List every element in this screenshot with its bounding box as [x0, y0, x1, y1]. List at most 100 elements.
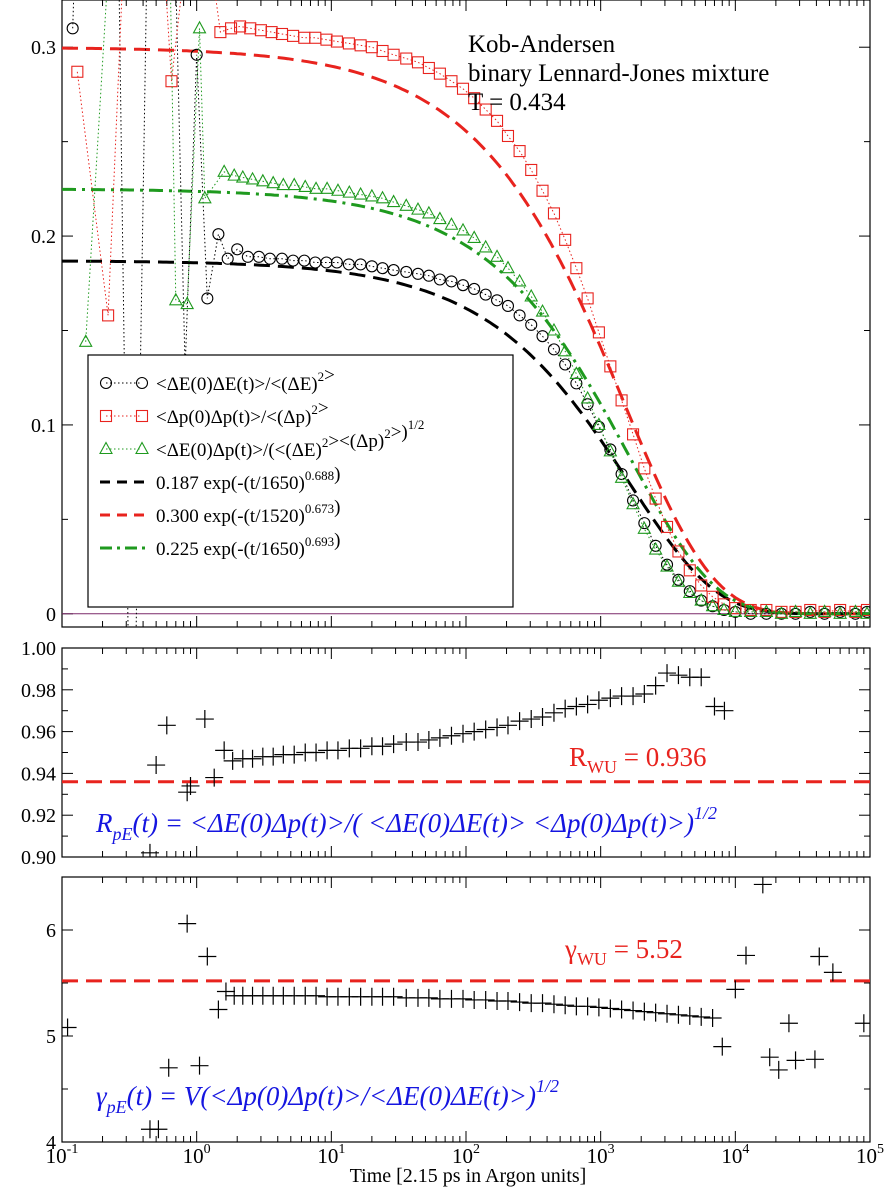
series-0-point [456, 279, 470, 292]
mid-data-point [646, 676, 665, 695]
mid-y-tick-label: 1.00 [21, 638, 56, 660]
series-0-point [638, 517, 651, 530]
bot-data-point [769, 1060, 788, 1079]
series-2-point [217, 164, 232, 177]
legend-label-4: 0.300 exp(-(t/1520)0.673) [156, 497, 340, 527]
series-2-point [386, 194, 401, 208]
series-2-point [456, 222, 470, 236]
x-tick-label: 102 [452, 1142, 480, 1168]
series-1-point [411, 56, 425, 69]
series-1-point [456, 82, 470, 95]
mid-data-point [373, 737, 392, 756]
series-2-point [399, 198, 414, 211]
series-1-point [860, 603, 870, 617]
mid-data-point [635, 684, 654, 703]
mid-data-point [384, 735, 403, 754]
mid-data-point [243, 749, 262, 768]
bot-data-point [149, 1120, 168, 1139]
series-2-point [728, 604, 743, 617]
legend-marker [99, 409, 113, 423]
series-2-point [717, 602, 731, 616]
series-1-point [615, 394, 628, 407]
series-2-point [660, 558, 674, 572]
mid-data-point [476, 720, 495, 739]
mid-data-point [578, 695, 597, 714]
series-0-point [479, 288, 492, 301]
mid-y-tick-label: 0.94 [21, 763, 56, 785]
series-0-point [627, 494, 640, 507]
bot-data-point [726, 980, 745, 999]
mid-data-point [522, 710, 541, 729]
top-y-tick-label: 0.2 [31, 226, 56, 248]
mid-data-point [692, 668, 711, 687]
bot-data-point [760, 1048, 779, 1067]
series-2-point [266, 175, 281, 189]
mid-data-point [658, 664, 677, 683]
mid-data-point [454, 724, 472, 743]
bot-data-point [159, 1058, 178, 1077]
bot-data-point [601, 999, 620, 1018]
top-y-tick-label: 0.3 [31, 37, 56, 59]
series-2-point [411, 201, 425, 215]
series-2-point [197, 190, 212, 204]
series-2-point [614, 470, 629, 483]
series-0-point [615, 467, 628, 481]
series-2-point [180, 296, 195, 310]
series-2-point [78, 334, 93, 347]
series-2-point [227, 167, 242, 181]
series-2-point [235, 169, 250, 183]
series-2-point [342, 184, 357, 198]
series-1-point [672, 545, 685, 558]
bot-data-point [198, 947, 217, 966]
mid-data-point [430, 728, 449, 747]
series-2-point [817, 604, 832, 617]
series-0-point [354, 258, 367, 271]
series-1-point [592, 326, 605, 339]
mid-data-point [195, 710, 214, 729]
series-1-point [501, 129, 515, 143]
x-tick-label: 100 [183, 1142, 211, 1168]
series-1-point [254, 24, 267, 37]
series-2-point [547, 322, 561, 336]
series-2-point [287, 177, 302, 191]
series-2-point [558, 343, 573, 357]
mid-plot-area [62, 664, 870, 857]
series-1-point [638, 462, 651, 475]
series-1-point [683, 564, 696, 577]
series-0-point [400, 265, 413, 279]
legend-marker [135, 409, 149, 423]
series-1-point [102, 309, 115, 322]
series-1-point [479, 103, 492, 116]
bot-data-point [753, 877, 772, 894]
fit-curve-1 [62, 46, 870, 616]
series-1-point [309, 31, 322, 44]
series-2-point [591, 417, 606, 430]
x-tick-label: 104 [721, 1142, 749, 1168]
mid-data-point [498, 716, 517, 735]
bot-formula: γpE(t) = V(<Δp(0)Δp(t)>/<ΔE(0)ΔE(t)>)1/2 [96, 1076, 559, 1117]
series-2-point [245, 171, 260, 185]
bot-y-tick-label: 4 [46, 1132, 56, 1154]
bot-data-point [544, 995, 563, 1014]
mid-data-point [181, 776, 200, 795]
x-tick-label: 101 [317, 1142, 345, 1168]
series-0-point [581, 398, 594, 411]
series-0-point [342, 258, 355, 271]
bot-data-point [510, 993, 529, 1012]
series-0-point [525, 318, 538, 331]
mid-data-point [285, 745, 304, 764]
series-2-point [501, 260, 515, 274]
series-0-point [536, 330, 549, 343]
series-2-point [320, 181, 335, 194]
series-2-point [490, 249, 504, 262]
bot-data-point [454, 989, 472, 1008]
bot-data-point [589, 998, 608, 1017]
series-1-point [400, 52, 413, 65]
legend-label-3: 0.187 exp(-(t/1650)0.688) [156, 464, 340, 494]
bot-data-point [736, 946, 755, 965]
bot-data-point [713, 1037, 732, 1056]
series-0-point [433, 273, 446, 286]
series-2-point [694, 592, 709, 606]
bot-data-point [533, 994, 552, 1013]
